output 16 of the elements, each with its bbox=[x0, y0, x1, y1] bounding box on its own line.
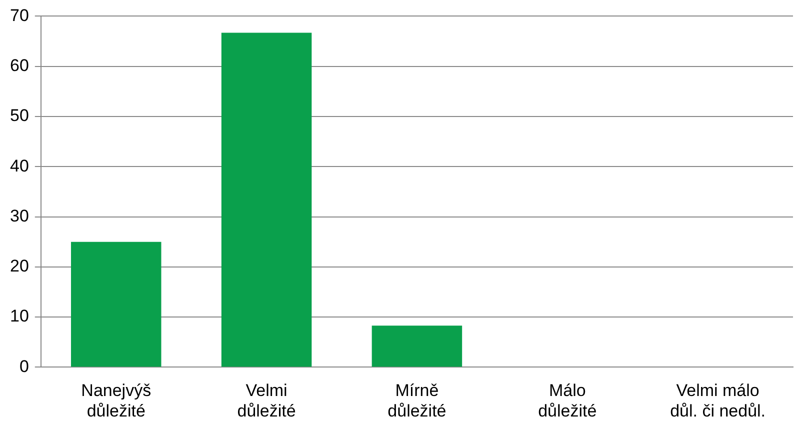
bar bbox=[221, 32, 312, 367]
y-tick-label: 10 bbox=[10, 306, 29, 326]
y-tick-label: 30 bbox=[10, 206, 29, 226]
y-tick-label: 20 bbox=[10, 256, 29, 276]
y-tick-label: 0 bbox=[19, 356, 29, 376]
x-tick-label: Nanejvýš důležité bbox=[81, 381, 152, 420]
x-tick-label: Málo důležité bbox=[538, 381, 597, 420]
x-tick-label: Mírně důležité bbox=[388, 381, 446, 420]
bar bbox=[372, 326, 462, 367]
bar bbox=[70, 242, 162, 367]
y-tick-label: 60 bbox=[10, 56, 29, 76]
y-tick-label: 50 bbox=[10, 106, 29, 126]
x-tick-label: Velmi málo důl. či nedůl. bbox=[670, 381, 766, 420]
y-tick-label: 70 bbox=[10, 6, 29, 25]
x-tick-label: Velmi důležité bbox=[237, 381, 296, 420]
y-tick-label: 40 bbox=[10, 156, 29, 176]
